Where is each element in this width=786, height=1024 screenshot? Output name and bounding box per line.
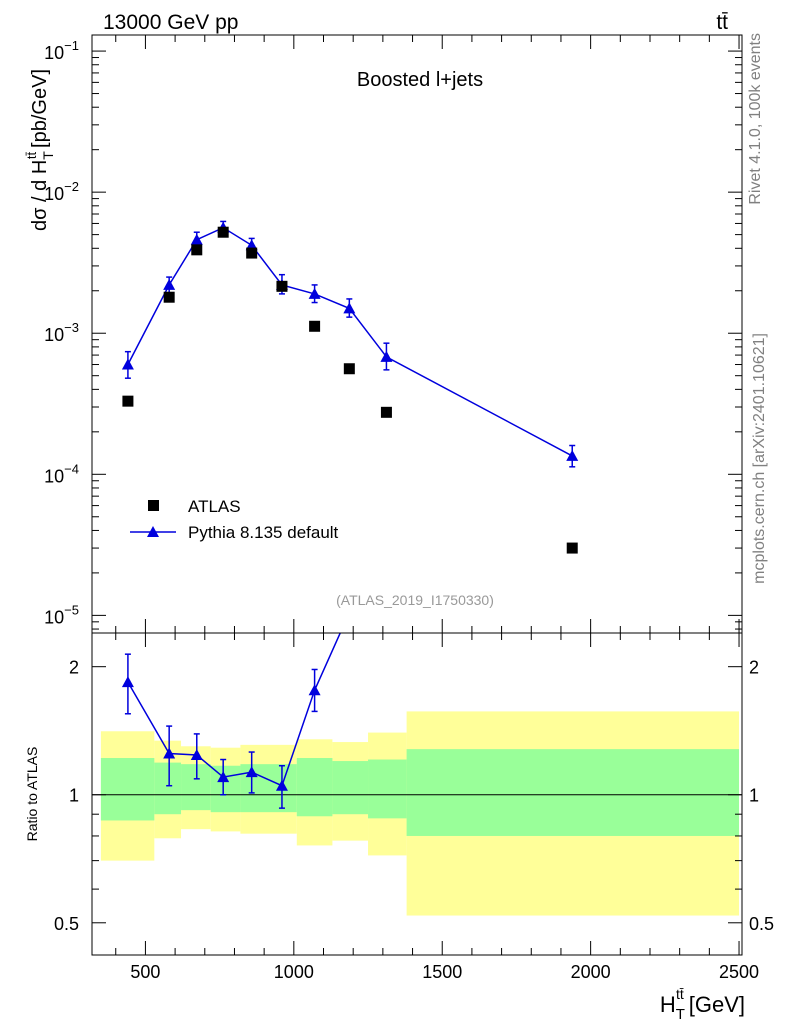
- atlas-point: [246, 247, 258, 259]
- ratio-band-inner: [332, 761, 369, 815]
- atlas-point: [309, 320, 321, 332]
- analysis-watermark: (ATLAS_2019_I1750330): [336, 592, 494, 608]
- pythia-point: [245, 239, 258, 251]
- pythia-point: [121, 358, 134, 370]
- ratio-pythia-point: [275, 779, 288, 791]
- x-axis-label: HTtt̄ [GeV]: [660, 986, 745, 1023]
- ratio-pythia-point: [217, 771, 230, 783]
- ratio-band-inner: [100, 757, 155, 821]
- main-panel: 10−5 10−4 10−3 10−2 10−1 Boosted l+jets (ATL…: [24, 34, 743, 634]
- ratio-y-axis-label: Ratio to ATLAS: [24, 747, 40, 842]
- atlas-point: [217, 226, 229, 238]
- ratio-band-inner: [181, 764, 211, 811]
- ratio-band-inner: [368, 759, 407, 819]
- header-right-label: tt̄: [716, 11, 728, 34]
- legend: ATLAS Pythia 8.135 default: [130, 497, 339, 542]
- atlas-point: [276, 280, 288, 292]
- ratio-y-tick-label-right: 2: [749, 658, 759, 678]
- x-tick-label: 2000: [571, 962, 611, 982]
- pythia-point: [308, 287, 321, 299]
- ratio-band-inner: [296, 757, 333, 817]
- pythia-series-line: [127, 226, 573, 457]
- ratio-pythia-point: [245, 766, 258, 778]
- ratio-band-inner: [406, 749, 740, 836]
- atlas-point: [343, 363, 355, 375]
- ratio-pythia-point: [308, 684, 321, 696]
- header-left-label: 13000 GeV pp: [103, 11, 238, 34]
- y-tick-label: 10−5: [44, 602, 79, 627]
- atlas-point: [380, 406, 392, 418]
- x-tick-label: 1000: [274, 962, 314, 982]
- ratio-y-tick-label-left: 0.5: [54, 914, 79, 934]
- atlas-point: [163, 291, 175, 303]
- x-tick-label: 500: [130, 962, 160, 982]
- ratio-band-inner: [210, 765, 241, 813]
- y-tick-label: 10−3: [44, 320, 79, 345]
- ratio-frame: [91, 632, 743, 956]
- pythia-point: [380, 350, 393, 362]
- ratio-pythia-point: [121, 676, 134, 688]
- pythia-point: [163, 278, 176, 290]
- ratio-y-tick-label-left: 2: [69, 658, 79, 678]
- ratio-y-tick-label-left: 1: [69, 786, 79, 806]
- legend-pythia-label: Pythia 8.135 default: [188, 523, 339, 542]
- legend-atlas-marker: [148, 500, 159, 511]
- y-axis-label: dσ / d HTtt̄[pb/GeV]: [24, 69, 56, 231]
- y-tick-label: 10−1: [44, 38, 79, 63]
- x-tick-label: 2500: [719, 962, 759, 982]
- atlas-point: [122, 395, 134, 407]
- ratio-y-tick-label-right: 1: [749, 786, 759, 806]
- ratio-pythia-line: [127, 633, 342, 787]
- main-frame: [91, 34, 743, 634]
- x-tick-label: 1500: [422, 962, 462, 982]
- ratio-pythia-point: [163, 747, 176, 759]
- rivet-version-label: Rivet 4.1.0, 100k events: [747, 33, 764, 205]
- pythia-point: [566, 449, 579, 461]
- y-tick-label: 10−2: [44, 179, 79, 204]
- ratio-y-tick-label-right: 0.5: [749, 914, 774, 934]
- atlas-point: [191, 244, 203, 256]
- ratio-panel: 0.5 0.5 1 1 2 2 Ratio to ATLAS: [24, 632, 774, 956]
- mcplots-source-label: mcplots.cern.ch [arXiv:2401.10621]: [751, 333, 768, 584]
- pythia-point: [343, 302, 356, 314]
- ratio-band-inner: [154, 762, 182, 815]
- plot-title: Boosted l+jets: [357, 69, 483, 91]
- pythia-point: [190, 233, 203, 245]
- legend-pythia-marker: [147, 526, 159, 537]
- atlas-point: [566, 542, 578, 554]
- ratio-pythia-point: [190, 748, 203, 760]
- legend-atlas-label: ATLAS: [188, 497, 241, 516]
- y-tick-label: 10−4: [44, 461, 79, 486]
